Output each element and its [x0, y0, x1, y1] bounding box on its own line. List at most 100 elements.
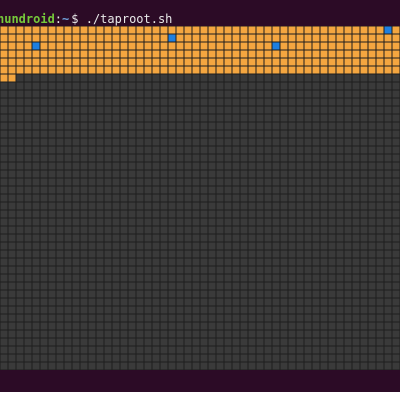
empty-cell	[344, 162, 352, 170]
empty-cell	[360, 290, 368, 298]
empty-cell	[256, 194, 264, 202]
empty-cell	[184, 242, 192, 250]
empty-cell	[304, 178, 312, 186]
empty-cell	[280, 226, 288, 234]
empty-cell	[184, 130, 192, 138]
filled-cell	[376, 42, 384, 50]
filled-cell	[256, 66, 264, 74]
empty-cell	[336, 98, 344, 106]
empty-cell	[32, 282, 40, 290]
filled-cell	[232, 42, 240, 50]
empty-cell	[48, 186, 56, 194]
empty-cell	[120, 138, 128, 146]
empty-cell	[96, 146, 104, 154]
filled-cell	[248, 34, 256, 42]
empty-cell	[120, 266, 128, 274]
empty-cell	[0, 354, 8, 362]
empty-cell	[256, 282, 264, 290]
empty-cell	[288, 346, 296, 354]
empty-cell	[64, 106, 72, 114]
empty-cell	[72, 154, 80, 162]
empty-cell	[88, 218, 96, 226]
empty-cell	[176, 178, 184, 186]
empty-cell	[120, 74, 128, 82]
empty-cell	[344, 362, 352, 370]
empty-cell	[392, 130, 400, 138]
empty-cell	[160, 82, 168, 90]
empty-cell	[88, 282, 96, 290]
empty-cell	[8, 82, 16, 90]
empty-cell	[40, 266, 48, 274]
empty-cell	[40, 138, 48, 146]
empty-cell	[152, 170, 160, 178]
empty-cell	[368, 90, 376, 98]
empty-cell	[384, 290, 392, 298]
empty-cell	[96, 274, 104, 282]
filled-cell	[392, 42, 400, 50]
empty-cell	[248, 362, 256, 370]
empty-cell	[32, 178, 40, 186]
filled-cell	[24, 26, 32, 34]
empty-cell	[16, 234, 24, 242]
empty-cell	[48, 162, 56, 170]
empty-cell	[216, 114, 224, 122]
empty-cell	[248, 346, 256, 354]
empty-cell	[8, 138, 16, 146]
empty-cell	[288, 218, 296, 226]
empty-cell	[8, 314, 16, 322]
empty-cell	[376, 250, 384, 258]
empty-cell	[224, 354, 232, 362]
empty-cell	[272, 98, 280, 106]
empty-cell	[392, 306, 400, 314]
empty-cell	[384, 218, 392, 226]
empty-cell	[72, 282, 80, 290]
empty-cell	[272, 266, 280, 274]
empty-cell	[336, 226, 344, 234]
empty-cell	[136, 234, 144, 242]
filled-cell	[312, 50, 320, 58]
empty-cell	[288, 194, 296, 202]
empty-cell	[24, 258, 32, 266]
empty-cell	[368, 170, 376, 178]
empty-cell	[96, 282, 104, 290]
empty-cell	[80, 74, 88, 82]
prompt-user: hundroid	[0, 12, 55, 26]
filled-cell	[288, 66, 296, 74]
empty-cell	[360, 82, 368, 90]
filled-cell	[56, 34, 64, 42]
empty-cell	[208, 98, 216, 106]
filled-cell	[280, 50, 288, 58]
empty-cell	[72, 90, 80, 98]
empty-cell	[16, 274, 24, 282]
empty-cell	[304, 98, 312, 106]
empty-cell	[152, 362, 160, 370]
empty-cell	[384, 162, 392, 170]
empty-cell	[96, 122, 104, 130]
empty-cell	[392, 82, 400, 90]
empty-cell	[96, 322, 104, 330]
filled-cell	[264, 66, 272, 74]
filled-cell	[104, 42, 112, 50]
empty-cell	[256, 114, 264, 122]
empty-cell	[192, 98, 200, 106]
empty-cell	[0, 266, 8, 274]
empty-cell	[8, 202, 16, 210]
filled-cell	[16, 42, 24, 50]
empty-cell	[344, 258, 352, 266]
empty-cell	[96, 338, 104, 346]
empty-cell	[16, 170, 24, 178]
empty-cell	[192, 338, 200, 346]
filled-cell	[224, 34, 232, 42]
empty-cell	[256, 170, 264, 178]
empty-cell	[296, 330, 304, 338]
empty-cell	[224, 170, 232, 178]
empty-cell	[176, 122, 184, 130]
empty-cell	[96, 98, 104, 106]
empty-cell	[344, 202, 352, 210]
filled-cell	[176, 34, 184, 42]
empty-cell	[304, 226, 312, 234]
empty-cell	[328, 90, 336, 98]
empty-cell	[264, 138, 272, 146]
empty-cell	[232, 242, 240, 250]
filled-cell	[360, 50, 368, 58]
